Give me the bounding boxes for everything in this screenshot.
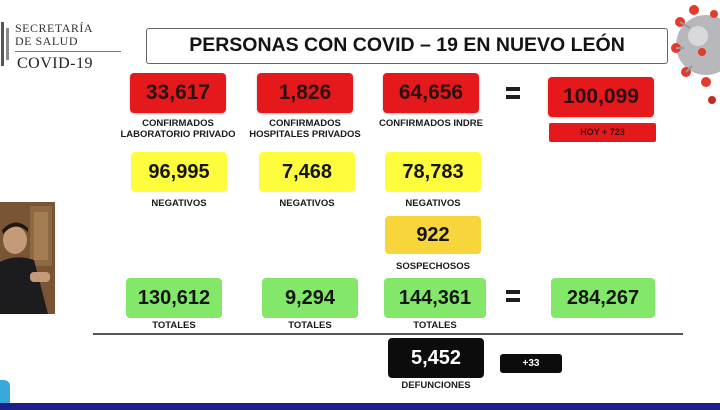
sospechosos-value: 922 [385,216,481,254]
corner-accent [0,380,10,404]
interpreter-video [0,202,55,314]
negativos-lab-privado-label: NEGATIVOS [151,198,207,209]
equals-sign [506,87,520,99]
org-name-line2: DE SALUD [15,34,78,48]
totales-lab-privado-label: TOTALES [152,320,196,331]
totales-hosp-privado-value: 9,294 [262,278,358,318]
defunciones-value: 5,452 [388,338,484,378]
confirmados-hosp-privado-label-2: HOSPITALES PRIVADOS [249,129,361,140]
program-name: COVID-19 [17,55,93,72]
negativos-indre-label: NEGATIVOS [405,198,461,209]
totales-hosp-privado-label: TOTALES [288,320,332,331]
confirmados-hosp-privado-value: 1,826 [257,73,353,113]
sospechosos-label: SOSPECHOSOS [396,261,470,272]
org-name-line1: SECRETARÍA [15,21,94,35]
negativos-hosp-privado-value: 7,468 [259,152,355,192]
totales-indre-value: 144,361 [384,278,486,318]
totales-lab-privado-value: 130,612 [126,278,222,318]
emblem-icon [1,22,9,66]
negativos-hosp-privado-label: NEGATIVOS [279,198,335,209]
confirmados-indre-value: 64,656 [383,73,479,113]
bottom-bar [0,403,720,410]
confirmados-hosp-privado-label-1: CONFIRMADOS [269,118,341,129]
negativos-lab-privado-value: 96,995 [131,152,227,192]
secretaria-salud-logo: SECRETARÍA DE SALUD COVID-19 [0,18,122,76]
equals-sign-totales [506,290,520,302]
defunciones-label: DEFUNCIONES [401,380,471,391]
virus-icon [671,5,720,104]
confirmados-lab-privado-label-2: LABORATORIO PRIVADO [120,129,236,140]
hoy-badge: HOY + 723 [549,123,656,142]
confirmados-lab-privado-value: 33,617 [130,73,226,113]
confirmados-total-value: 100,099 [548,77,654,117]
page-title: PERSONAS CON COVID – 19 EN NUEVO LEÓN [146,28,668,64]
totales-indre-label: TOTALES [413,320,457,331]
defunciones-delta-badge: +33 [500,354,562,373]
logo-divider [15,51,121,52]
interpreter-figure [0,202,55,314]
negativos-indre-value: 78,783 [385,152,481,192]
confirmados-lab-privado-label-1: CONFIRMADOS [142,118,214,129]
grand-total-value: 284,267 [551,278,655,318]
confirmados-indre-label: CONFIRMADOS INDRE [379,118,483,129]
section-divider [93,333,683,335]
